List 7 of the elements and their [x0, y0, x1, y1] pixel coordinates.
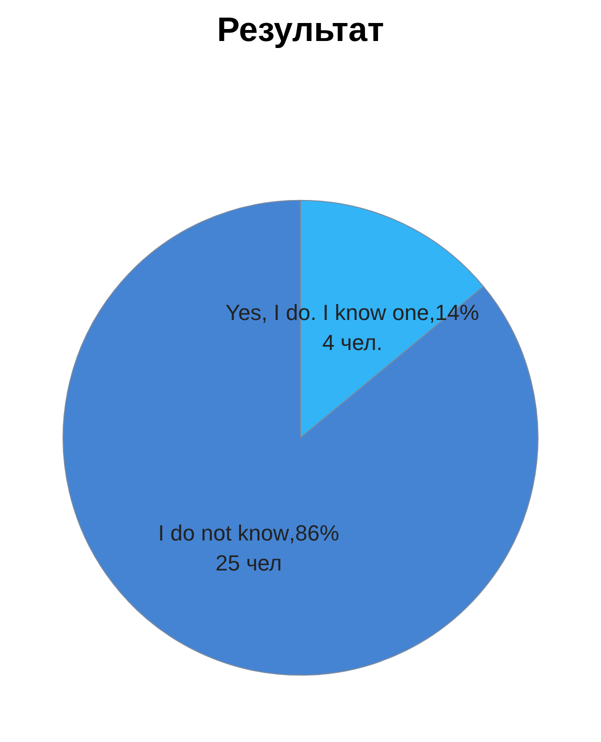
text: 4 чел. [322, 330, 382, 356]
data-label: ,86% [289, 520, 340, 546]
slice-label: Yes, I do. I know one [226, 300, 429, 326]
slice-label: I do not know [158, 520, 290, 546]
data-label: ,14% [428, 300, 480, 326]
text: 25 чел [215, 550, 282, 576]
chart-title: Результат [217, 11, 384, 49]
